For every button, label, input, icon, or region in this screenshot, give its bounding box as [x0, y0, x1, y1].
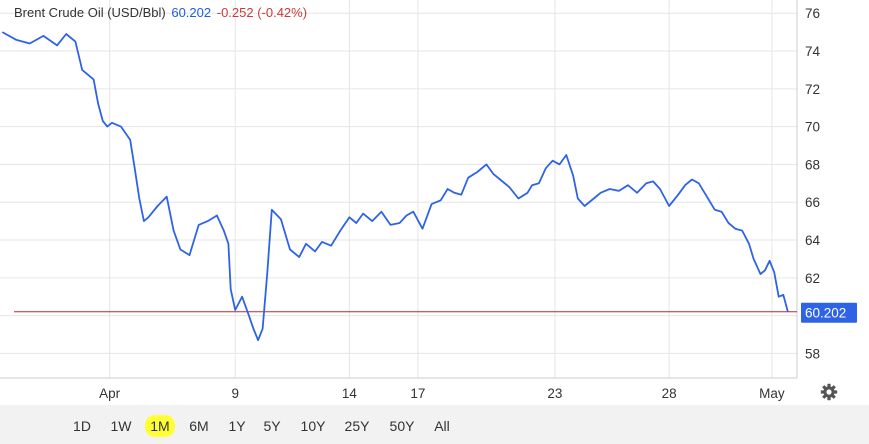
last-price: 60.202: [171, 5, 212, 20]
timeframe-1d[interactable]: 1D: [73, 418, 91, 434]
price-change: -0.252 (-0.42%): [216, 5, 308, 20]
x-tick-label: 23: [547, 386, 562, 401]
x-tick-label: 17: [410, 386, 425, 401]
y-tick-label: 58: [805, 346, 820, 361]
instrument-title: Brent Crude Oil (USD/Bbl): [14, 5, 166, 20]
price-tag-background: [801, 302, 857, 323]
gear-icon: [820, 383, 838, 401]
gridlines: [0, 0, 797, 379]
timeframe-1w[interactable]: 1W: [110, 418, 132, 434]
y-tick-label: 66: [805, 195, 820, 210]
timeframe-25y[interactable]: 25Y: [344, 418, 370, 434]
x-tick-label: 14: [342, 386, 358, 401]
settings-button[interactable]: [819, 382, 839, 402]
timeframe-5y[interactable]: 5Y: [263, 418, 281, 434]
y-tick-label: 74: [805, 44, 821, 59]
timeframe-1y[interactable]: 1Y: [228, 418, 246, 434]
price-tag-label: 60.202: [805, 305, 846, 320]
y-tick-label: 76: [805, 6, 820, 21]
timeframe-6m[interactable]: 6M: [189, 418, 209, 434]
x-tick-label: Apr: [99, 386, 121, 401]
timeframe-1m[interactable]: 1M: [145, 415, 175, 437]
y-tick-label: 68: [805, 157, 820, 172]
timeframe-toolbar: 1D 1W 1M 6M 1Y 5Y 10Y 25Y 50Y All: [0, 405, 869, 444]
y-tick-label: 64: [805, 233, 821, 248]
timeframe-10y[interactable]: 10Y: [300, 418, 326, 434]
x-tick-label: 9: [231, 386, 239, 401]
x-tick-label: May: [759, 386, 785, 401]
price-tag: 60.202: [801, 302, 857, 323]
timeframe-all[interactable]: All: [434, 418, 450, 434]
y-tick-label: 62: [805, 271, 820, 286]
chart-legend: Brent Crude Oil (USD/Bbl) 60.202 -0.252 …: [14, 5, 309, 20]
x-axis: Apr 9 14 17 23 28 May: [99, 386, 785, 401]
price-series-line: [1, 31, 789, 342]
timeframe-50y[interactable]: 50Y: [389, 418, 415, 434]
y-tick-label: 72: [805, 82, 820, 97]
y-tick-label: 70: [805, 120, 820, 135]
x-tick-label: 28: [662, 386, 677, 401]
